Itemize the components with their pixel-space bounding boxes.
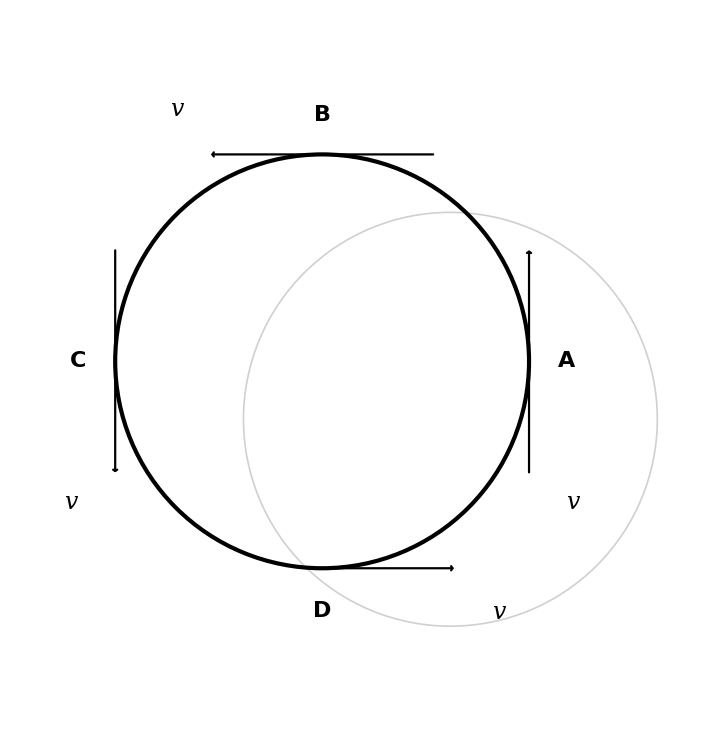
Text: v: v bbox=[491, 601, 505, 625]
Text: v: v bbox=[566, 490, 579, 514]
Text: C: C bbox=[70, 351, 87, 372]
Text: v: v bbox=[65, 490, 78, 514]
Text: v: v bbox=[171, 98, 184, 121]
Text: A: A bbox=[558, 351, 575, 372]
Text: B: B bbox=[313, 106, 331, 125]
Text: D: D bbox=[313, 601, 332, 622]
